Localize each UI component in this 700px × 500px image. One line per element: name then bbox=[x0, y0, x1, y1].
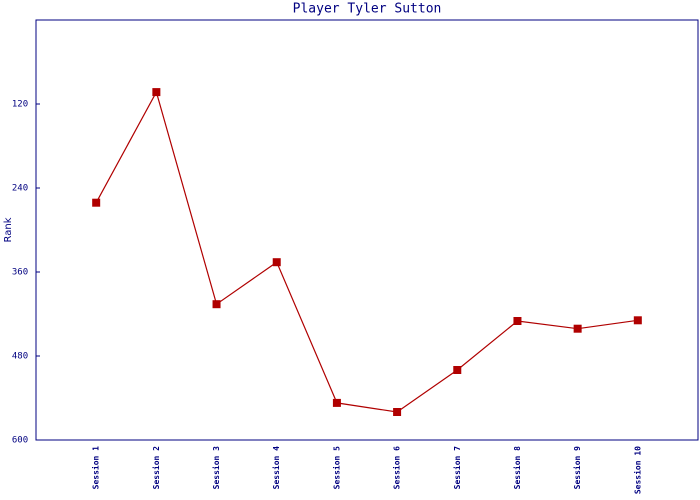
line bbox=[95, 90, 638, 413]
y-tick-label: 480 bbox=[12, 352, 28, 362]
x-tick-label: Session 6 bbox=[392, 446, 402, 490]
x-tick-label: Session 7 bbox=[452, 446, 462, 490]
x-tick-label: Session 3 bbox=[211, 446, 221, 490]
marker bbox=[152, 88, 161, 97]
marker bbox=[212, 300, 221, 309]
marker bbox=[513, 317, 522, 325]
y-tick-label: 120 bbox=[12, 100, 28, 110]
y-tick-label: 600 bbox=[12, 436, 28, 446]
x-tick-label: Session 8 bbox=[512, 446, 522, 490]
chart-title: Player Tyler Sutton bbox=[293, 2, 442, 17]
x-tick-label: Session 10 bbox=[632, 446, 642, 494]
marker bbox=[453, 366, 462, 374]
plot-frame bbox=[35, 19, 699, 441]
marker bbox=[573, 324, 582, 333]
y-tick-label: 360 bbox=[12, 268, 28, 278]
x-tick-label: Session 2 bbox=[151, 446, 161, 490]
marker bbox=[633, 316, 642, 325]
x-tick-label: Session 4 bbox=[271, 446, 281, 490]
marker bbox=[272, 258, 281, 267]
marker bbox=[332, 398, 341, 407]
y-axis-label: Rank bbox=[3, 217, 14, 242]
x-tick-label: Session 1 bbox=[91, 446, 101, 490]
marker bbox=[393, 408, 402, 416]
y-tick-label: 240 bbox=[12, 184, 28, 194]
x-tick-label: Session 5 bbox=[331, 446, 341, 490]
marker bbox=[92, 198, 101, 207]
x-tick-label: Session 9 bbox=[572, 446, 582, 490]
